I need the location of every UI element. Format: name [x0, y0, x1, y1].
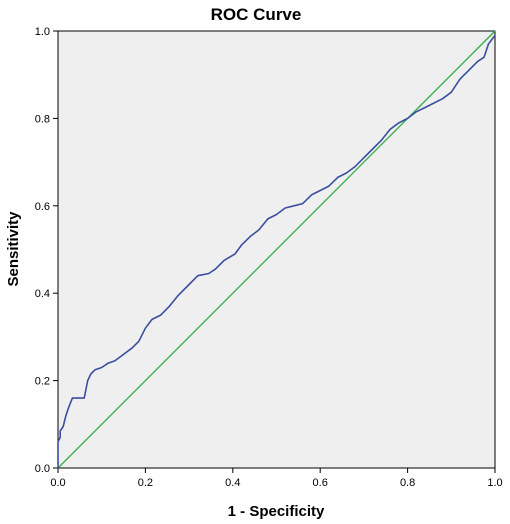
- y-tick-label: 0.4: [35, 288, 50, 300]
- y-axis-label: Sensitivity: [5, 211, 22, 287]
- roc-curve-line: [57, 34, 496, 468]
- x-tick-label: 0.4: [225, 477, 240, 489]
- x-tick-label: 0.8: [400, 477, 415, 489]
- x-tick-label: 0.0: [50, 477, 65, 489]
- y-tick-label: 1.0: [35, 26, 50, 38]
- x-tick-label: 1.0: [487, 477, 502, 489]
- x-tick-label: 0.2: [138, 477, 153, 489]
- y-tick-label: 0.8: [35, 113, 50, 125]
- y-tick-label: 0.0: [35, 463, 50, 475]
- y-tick-label: 0.6: [35, 201, 50, 213]
- x-axis-label: 1 - Specificity: [228, 503, 325, 520]
- reference-diagonal-line: [57, 30, 496, 469]
- x-tick-label: 0.6: [313, 477, 328, 489]
- y-tick-label: 0.2: [35, 376, 50, 388]
- chart-title: ROC Curve: [211, 5, 302, 24]
